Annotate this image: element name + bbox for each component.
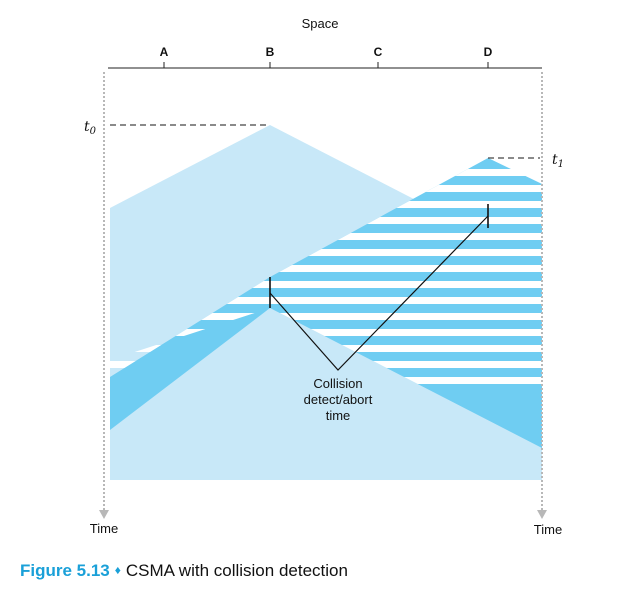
caption-text: CSMA with collision detection bbox=[125, 561, 348, 580]
time-axis-left-arrow bbox=[99, 510, 109, 519]
t0-label: t0 bbox=[84, 119, 97, 137]
station-a-label: A bbox=[160, 45, 169, 59]
time-label-left: Time bbox=[90, 521, 118, 536]
collision-pointer-lines bbox=[269, 215, 489, 371]
csma-cd-diagram: Space A B C D bbox=[84, 16, 564, 537]
station-b-label: B bbox=[266, 45, 275, 59]
diamond-icon: ♦ bbox=[114, 563, 121, 577]
figure-caption: Figure 5.13 ♦ CSMA with collision detectio… bbox=[20, 561, 348, 581]
annotation-line-3: time bbox=[326, 408, 351, 423]
t1-label: t1 bbox=[552, 152, 564, 170]
station-d-label: D bbox=[484, 45, 493, 59]
station-c-label: C bbox=[374, 45, 383, 59]
time-axis-right-arrow bbox=[537, 510, 547, 519]
time-label-right: Time bbox=[534, 522, 562, 537]
annotation-line-1: Collision bbox=[313, 376, 362, 391]
annotation-line-2: detect/abort bbox=[304, 392, 373, 407]
space-label: Space bbox=[302, 16, 339, 31]
figure-number: Figure 5.13 bbox=[20, 561, 110, 580]
